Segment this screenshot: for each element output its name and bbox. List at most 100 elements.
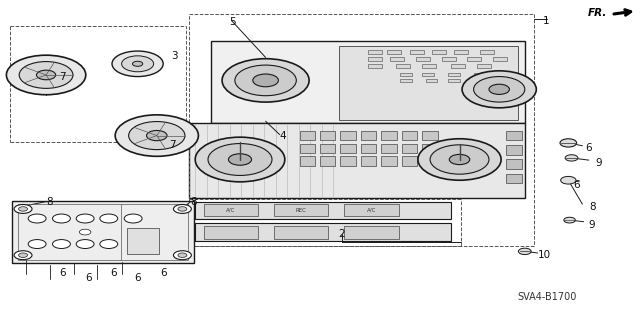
Bar <box>506 174 522 183</box>
Polygon shape <box>189 123 525 198</box>
Bar <box>361 156 376 166</box>
Text: 8: 8 <box>589 202 595 212</box>
Bar <box>477 64 491 68</box>
Text: 8: 8 <box>191 197 197 207</box>
Bar <box>410 50 424 54</box>
Bar <box>448 73 460 76</box>
Bar <box>396 64 410 68</box>
Bar <box>274 226 328 239</box>
Circle shape <box>178 253 187 257</box>
Text: 10: 10 <box>538 250 551 260</box>
Bar <box>454 50 468 54</box>
Bar <box>402 131 417 140</box>
Circle shape <box>28 240 46 249</box>
Circle shape <box>129 122 185 150</box>
Bar <box>274 204 328 216</box>
Bar <box>442 57 456 61</box>
Text: 6: 6 <box>573 180 579 190</box>
Circle shape <box>195 137 285 182</box>
Circle shape <box>36 70 56 80</box>
Bar <box>361 131 376 140</box>
Circle shape <box>112 51 163 77</box>
Circle shape <box>173 251 191 260</box>
Text: 6: 6 <box>586 143 592 153</box>
Bar <box>361 144 376 153</box>
Bar <box>320 156 335 166</box>
Bar <box>474 73 485 76</box>
Bar <box>368 50 382 54</box>
Circle shape <box>19 253 28 257</box>
Bar <box>390 57 404 61</box>
Circle shape <box>100 240 118 249</box>
Circle shape <box>115 115 198 156</box>
Text: 6: 6 <box>85 273 92 283</box>
Bar <box>127 228 159 254</box>
Bar <box>300 156 315 166</box>
Circle shape <box>561 176 576 184</box>
Text: 6: 6 <box>59 268 65 278</box>
Text: 6: 6 <box>111 268 117 278</box>
Circle shape <box>52 240 70 249</box>
Text: A/C: A/C <box>226 208 235 213</box>
Text: 9: 9 <box>595 158 602 168</box>
Circle shape <box>19 207 28 211</box>
Bar <box>381 131 397 140</box>
Bar <box>344 226 399 239</box>
Text: 1: 1 <box>543 16 549 26</box>
Circle shape <box>564 217 575 223</box>
Bar <box>480 50 494 54</box>
Bar <box>381 144 397 153</box>
Bar <box>422 131 438 140</box>
Circle shape <box>430 145 489 174</box>
Text: 9: 9 <box>589 220 595 230</box>
Circle shape <box>100 214 118 223</box>
Bar <box>506 160 522 169</box>
Bar <box>448 79 460 82</box>
Bar <box>426 79 437 82</box>
Text: SVA4-B1700: SVA4-B1700 <box>518 292 577 302</box>
Circle shape <box>235 65 296 96</box>
Circle shape <box>178 207 187 211</box>
Text: REC: REC <box>296 208 306 213</box>
Circle shape <box>228 154 252 165</box>
Polygon shape <box>339 46 518 120</box>
Bar <box>368 57 382 61</box>
Bar <box>400 79 412 82</box>
Text: A/C: A/C <box>367 208 376 213</box>
Bar <box>320 131 335 140</box>
Bar <box>18 204 188 260</box>
Text: 2: 2 <box>338 229 344 240</box>
Text: 4: 4 <box>280 130 286 141</box>
Bar <box>204 204 258 216</box>
Bar <box>340 156 356 166</box>
Bar <box>467 57 481 61</box>
Bar <box>195 223 451 241</box>
Circle shape <box>208 144 272 175</box>
Circle shape <box>124 214 142 223</box>
Text: 8: 8 <box>46 197 52 207</box>
Text: 7: 7 <box>170 140 176 150</box>
Bar <box>422 156 438 166</box>
Circle shape <box>518 248 531 255</box>
Bar <box>402 156 417 166</box>
Text: 6: 6 <box>160 268 166 278</box>
Circle shape <box>19 62 73 88</box>
Circle shape <box>418 139 501 180</box>
Bar <box>387 50 401 54</box>
Bar <box>422 73 434 76</box>
Circle shape <box>565 155 578 161</box>
Circle shape <box>76 240 94 249</box>
Bar <box>422 144 438 153</box>
Bar <box>451 64 465 68</box>
Circle shape <box>6 55 86 95</box>
Bar <box>402 144 417 153</box>
Bar <box>300 144 315 153</box>
Bar <box>506 145 522 155</box>
Circle shape <box>122 56 154 72</box>
Bar <box>195 202 451 219</box>
Text: 6: 6 <box>134 273 141 283</box>
Circle shape <box>147 130 167 141</box>
Circle shape <box>173 204 191 213</box>
Circle shape <box>14 204 32 213</box>
Circle shape <box>52 214 70 223</box>
